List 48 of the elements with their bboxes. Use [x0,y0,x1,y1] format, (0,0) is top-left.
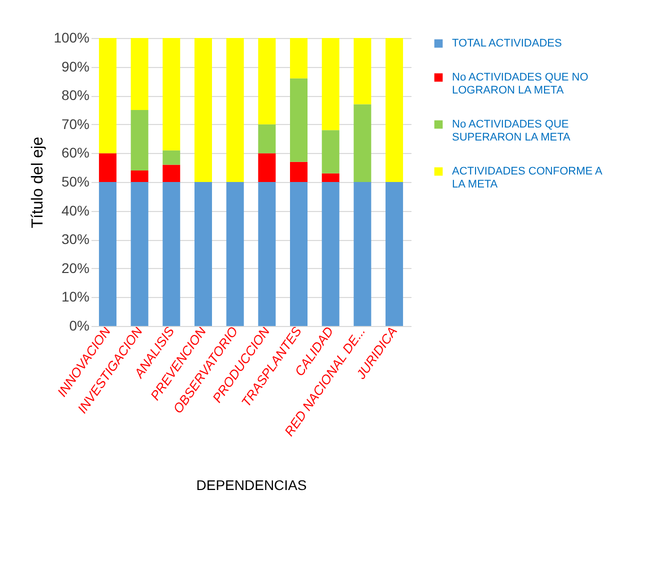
bar [162,182,180,326]
bar [258,124,276,154]
legend-label: No ACTIVIDADES QUE SUPERARON LA META [452,118,572,144]
x-axis-title: DEPENDENCIAS [196,477,307,494]
bar [354,104,372,182]
bar [322,173,340,182]
y-tick-label: 40% [61,202,90,218]
y-tick-label: 20% [61,260,90,276]
bar [98,38,116,154]
y-tick-label: 10% [61,288,90,305]
bar [386,182,404,326]
bar [290,38,308,78]
y-tick-label: 30% [61,231,90,248]
bar [162,150,180,165]
bar [354,38,372,104]
bar [290,162,308,182]
y-tick-label: 90% [61,58,90,74]
y-tick-label: 60% [61,144,90,161]
bar [98,182,116,326]
legend-label: ACTIVIDADES CONFORME A LA META [452,166,604,190]
bar [258,38,276,124]
bar [322,38,340,130]
y-tick-label: 70% [61,116,90,132]
bar [258,182,276,326]
bar [98,153,116,182]
bar [258,153,276,182]
legend-label: No ACTIVIDADES QUE NO LOGRARON LA META [452,72,589,96]
y-axis-title: Título del eje [30,136,47,228]
y-tick-label: 80% [61,87,90,104]
bar [162,164,180,182]
bar [130,170,148,182]
y-tick-label: 100% [54,30,90,46]
bar [130,38,148,110]
bar [322,130,340,174]
bar [290,182,308,326]
bar [194,182,212,326]
bar [354,182,372,326]
bar [386,38,404,182]
bar [130,110,148,170]
bar [226,182,244,326]
legend-label: TOTAL ACTIVIDADES [452,38,562,50]
bar [290,78,308,162]
bar [194,38,212,182]
bar [322,182,340,326]
bar [226,38,244,182]
bar [162,38,180,150]
bar [130,182,148,326]
y-tick-label: 50% [61,174,90,190]
